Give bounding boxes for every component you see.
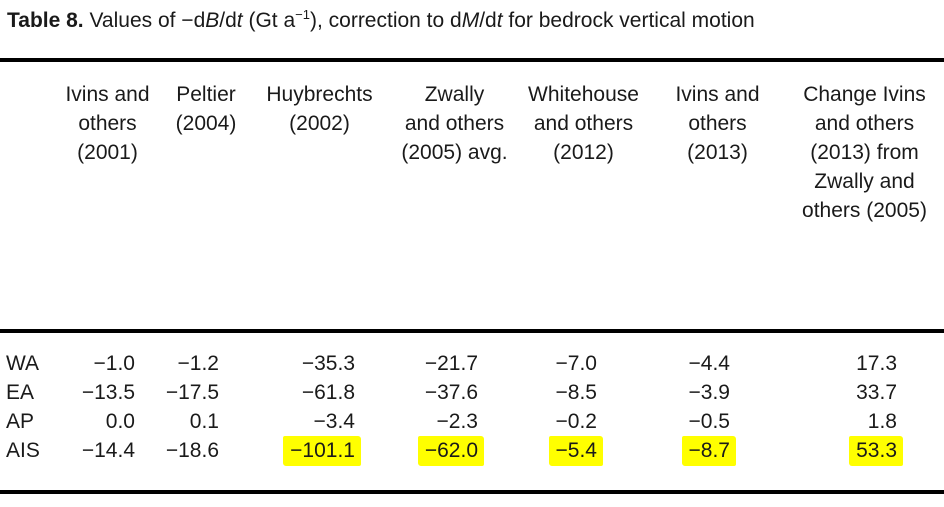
column-header-change: Change Ivins and others (2013) from Zwal… [802,83,927,222]
table-row-ea: EA −13.5 −17.5 −61.8 −37.6 −8.5 −3.9 33.… [0,378,944,407]
table-cell: −35.3 [301,352,355,375]
table-cell: −37.6 [424,381,478,404]
table-cell: −62.0 [392,436,517,466]
table-cell: −18.6 [165,439,219,462]
highlighted-value: −8.7 [681,436,736,466]
table-caption-number: Table 8. [7,9,84,32]
column-header-ivins-2001: Ivins and others (2001) [65,83,150,164]
column-header-rowlabels [0,80,50,225]
table-cell: −3.9 [688,381,730,404]
table-cell: 33.7 [856,381,897,404]
column-header-whitehouse-2012: Whitehouse and others (2012) [528,83,639,164]
highlighted-value: −5.4 [548,436,603,466]
table-cell: 17.3 [856,352,897,375]
table-rule-top [0,58,944,62]
caption-variable-B: B [205,9,220,32]
row-label: AP [6,410,35,433]
highlighted-value: −101.1 [283,436,361,466]
caption-segment: /d [479,9,497,32]
column-header-peltier-2004: Peltier (2004) [175,83,237,135]
row-label: EA [6,381,35,404]
row-label: WA [6,352,40,375]
table-cell: 0.0 [105,410,135,433]
caption-segment: ), correction to d [309,9,462,32]
table-cell: −13.5 [81,381,135,404]
table-cell: −7.0 [555,352,597,375]
table-body: WA −1.0 −1.2 −35.3 −21.7 −7.0 −4.4 17.3 … [0,349,944,466]
table-cell: −4.4 [688,352,730,375]
table-cell: −5.4 [517,436,650,466]
table-cell: −61.8 [301,381,355,404]
caption-variable-M: M [461,9,480,32]
table-cell: 0.1 [189,410,219,433]
column-header-huybrechts-2002: Huybrechts (2002) [266,83,373,135]
table-cell: −14.4 [81,439,135,462]
highlighted-value: 53.3 [849,436,903,466]
caption-variable-t: t [236,9,243,32]
table-cell: −21.7 [424,352,478,375]
table-cell: −101.1 [247,436,392,466]
caption-variable-t: t [496,9,503,32]
caption-segment: (Gt a [242,9,296,32]
table-row-ap: AP 0.0 0.1 −3.4 −2.3 −0.2 −0.5 1.8 [0,407,944,436]
table-rule-bottom [0,490,944,494]
caption-segment: /d [219,9,237,32]
column-header-ivins-2013: Ivins and others (2013) [675,83,760,164]
highlighted-value: −62.0 [417,436,484,466]
table-rule-middle [0,329,944,333]
table-cell: −8.7 [650,436,785,466]
table-cell: 1.8 [867,410,897,433]
caption-superscript: −1 [295,7,310,22]
table-cell: −1.2 [177,352,219,375]
table-cell: −0.5 [688,410,730,433]
caption-segment: Values of −d [83,9,206,32]
table-header-row: Ivins and others (2001) Peltier (2004) H… [0,80,944,225]
table-cell: −17.5 [165,381,219,404]
table-cell: −8.5 [555,381,597,404]
caption-segment: for bedrock vertical motion [502,9,755,32]
table-cell: −2.3 [436,410,478,433]
table-row-ais: AIS −14.4 −18.6 −101.1 −62.0 −5.4 −8.7 5… [0,436,944,466]
table-row-wa: WA −1.0 −1.2 −35.3 −21.7 −7.0 −4.4 17.3 [0,349,944,378]
table-cell: −0.2 [555,410,597,433]
table-caption: Table 8. Values of −dB/dt (Gt a−1), corr… [7,6,937,38]
column-header-zwally-2005: Zwally and others (2005) avg. [401,83,508,164]
table-cell: 53.3 [785,436,944,466]
row-label: AIS [6,439,40,462]
table-cell: −1.0 [93,352,135,375]
table-cell: −3.4 [313,410,355,433]
